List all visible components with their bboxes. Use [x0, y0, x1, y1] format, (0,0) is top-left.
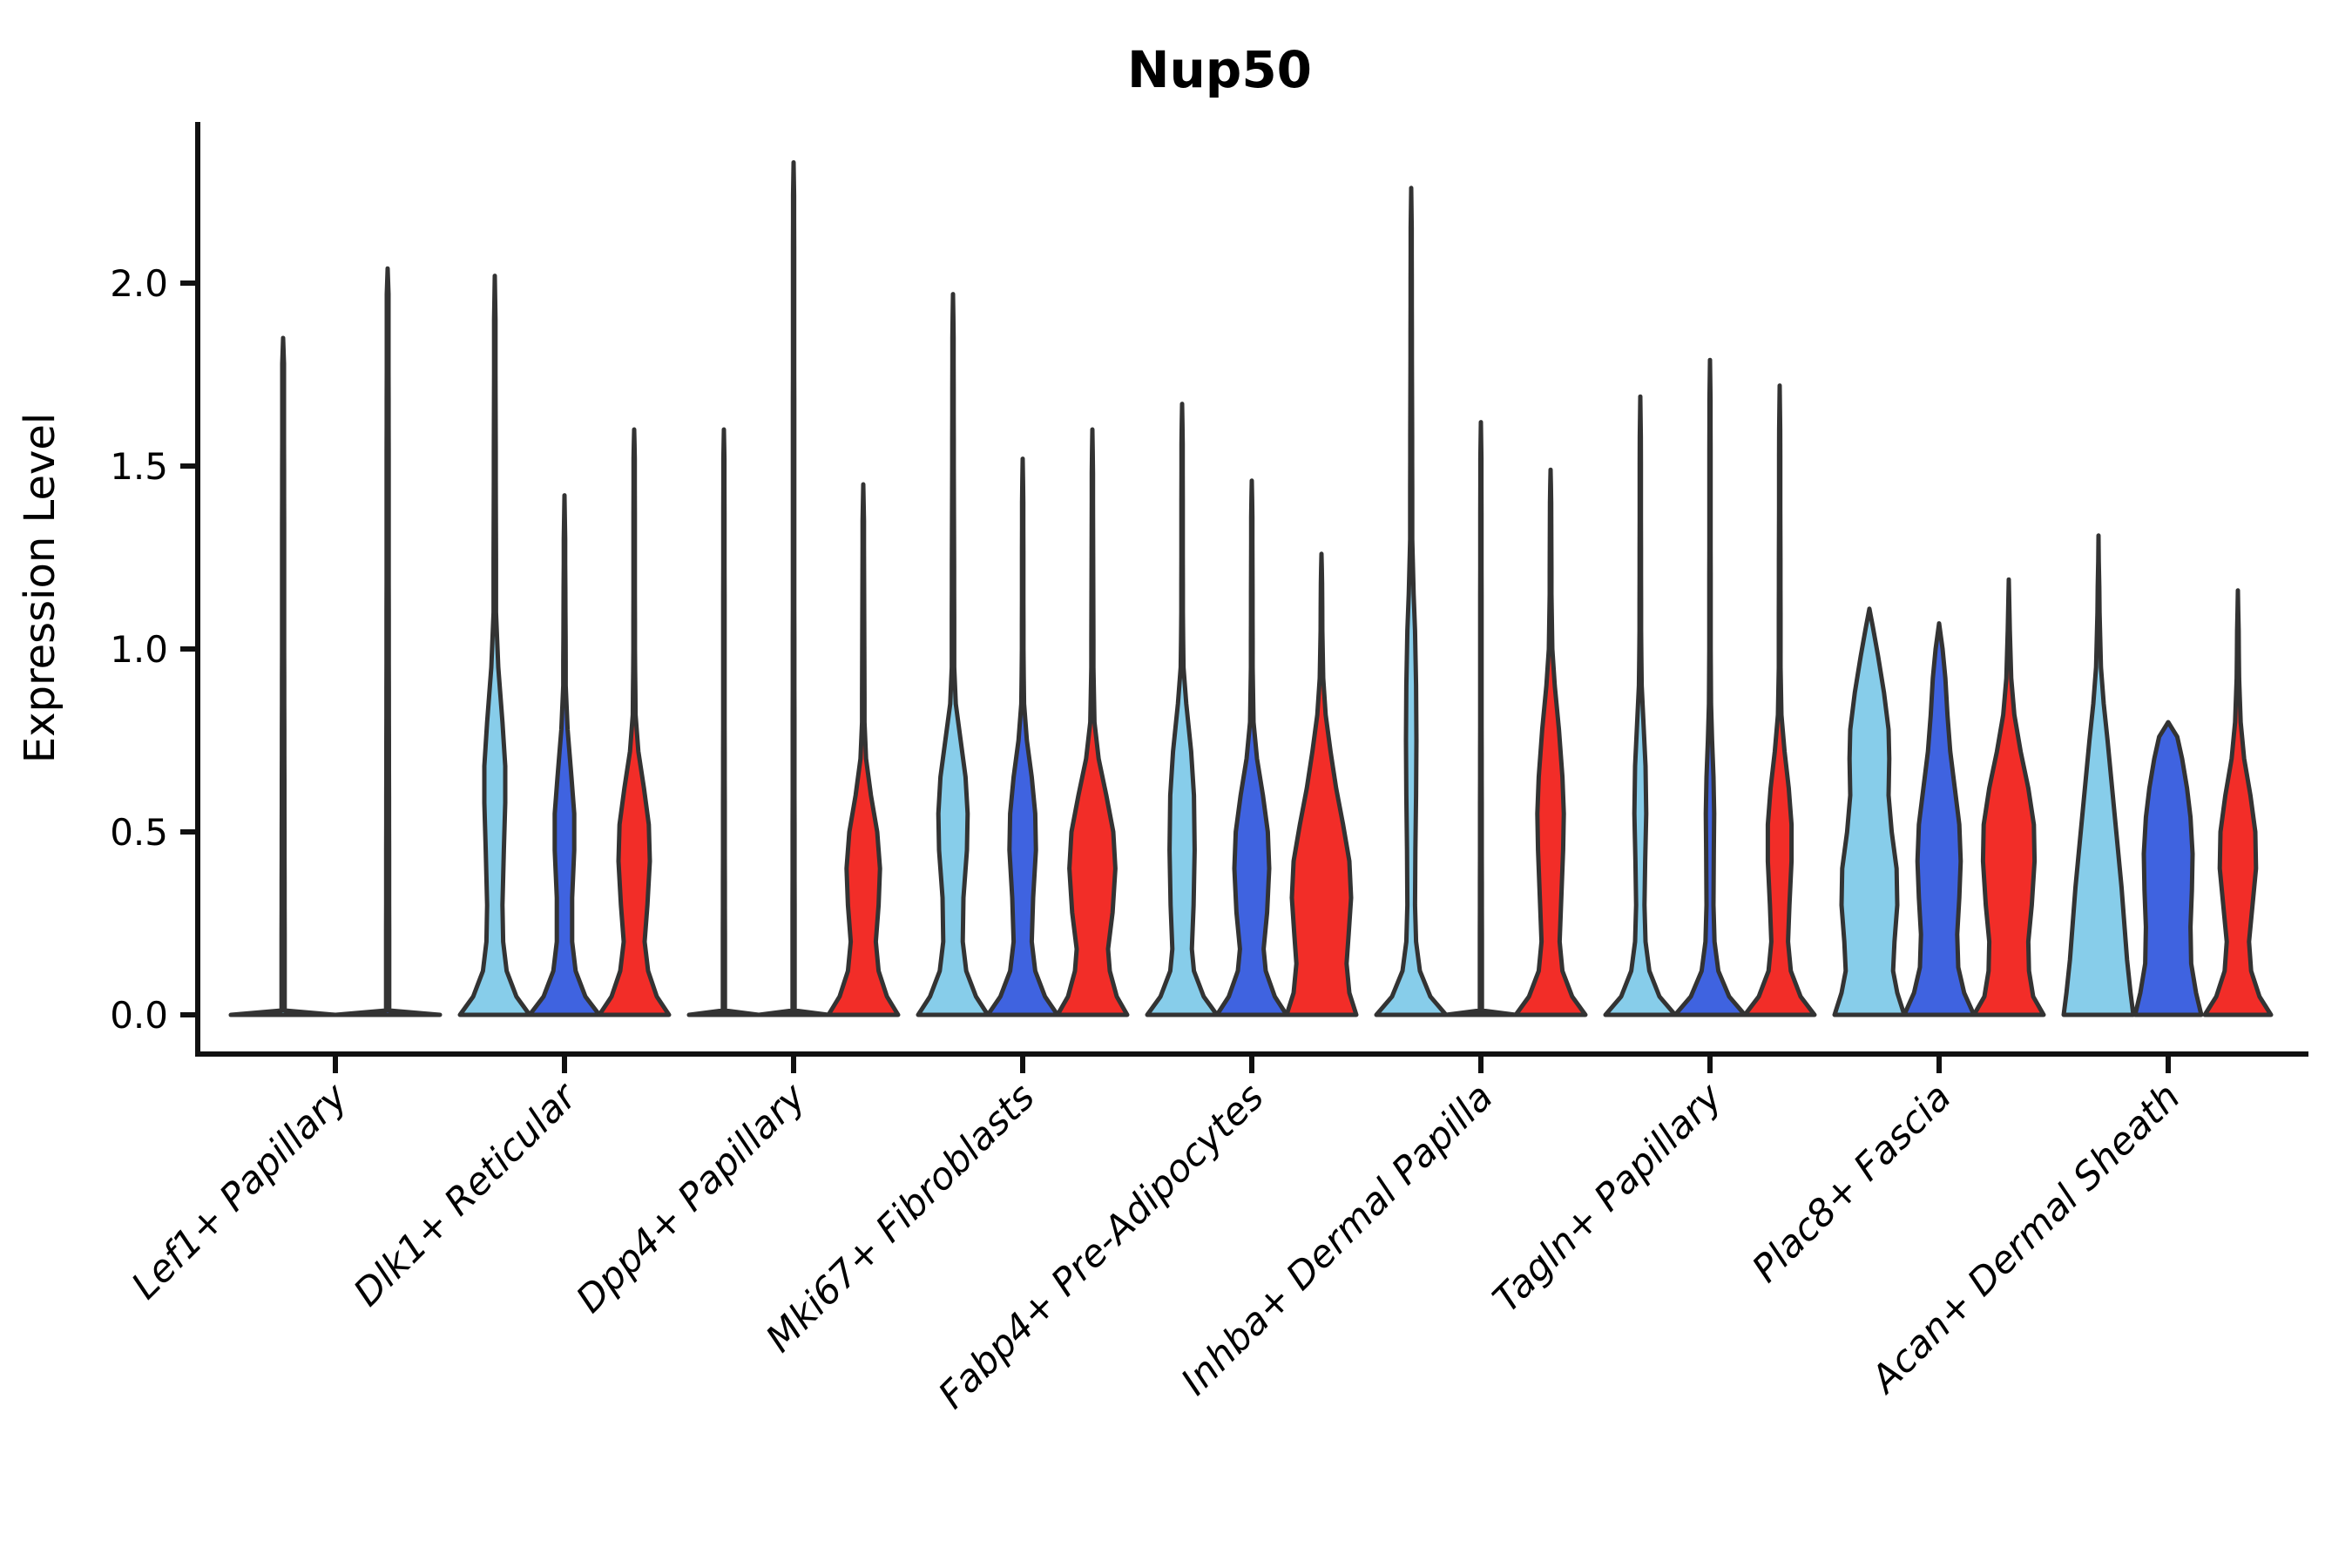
violin-inhba-red: [1513, 467, 1588, 1017]
x-tick-label: Dpp4+ Papillary: [568, 1075, 814, 1321]
violin-fabp4-light_blue: [1145, 402, 1220, 1017]
violins-layer: [228, 159, 2274, 1017]
violin-tagln-dark_blue: [1673, 357, 1747, 1017]
violin-inhba-dark_blue: [1443, 420, 1518, 1017]
violin-mki67-light_blue: [916, 292, 990, 1017]
violin-inhba-light_blue: [1374, 186, 1449, 1017]
x-tick-label: Tagln+ Papillary: [1485, 1075, 1732, 1321]
violin-fabp4-red: [1284, 551, 1359, 1017]
violin-plac8-dark_blue: [1902, 621, 1977, 1017]
violin-mki67-red: [1055, 427, 1130, 1017]
violin-dpp4-dark_blue: [756, 159, 831, 1017]
y-tick-label: 1.5: [110, 445, 168, 488]
violin-tagln-light_blue: [1603, 394, 1678, 1017]
violin-dlk1-light_blue: [457, 274, 532, 1017]
violin-plac8-light_blue: [1832, 606, 1907, 1017]
violin-lef1-light_blue: [228, 335, 338, 1017]
violin-acan-light_blue: [2061, 533, 2136, 1017]
x-tick-label: Dlk1+ Reticular: [346, 1074, 587, 1315]
y-axis-label: Expression Level: [16, 413, 64, 764]
violin-mki67-dark_blue: [985, 456, 1060, 1017]
violin-acan-red: [2202, 588, 2274, 1017]
y-tick-label: 2.0: [110, 262, 168, 305]
x-tick-label: Lef1+ Papillary: [124, 1075, 356, 1308]
violin-dlk1-dark_blue: [527, 493, 602, 1017]
violin-dlk1-red: [597, 427, 672, 1017]
violin-dpp4-red: [826, 482, 901, 1017]
violin-fabp4-dark_blue: [1214, 478, 1289, 1017]
y-tick-label: 0.5: [110, 811, 168, 854]
violin-tagln-red: [1742, 383, 1817, 1017]
violin-plac8-red: [1971, 577, 2046, 1017]
axes-layer: [180, 122, 2308, 1073]
violin-dpp4-light_blue: [686, 427, 761, 1017]
y-tick-label: 1.0: [110, 628, 168, 671]
violin-acan-dark_blue: [2132, 720, 2204, 1017]
x-tick-label: Plac8+ Fascia: [1744, 1075, 1960, 1291]
chart-title: Nup50: [1127, 40, 1312, 99]
y-tick-label: 0.0: [110, 994, 168, 1037]
violin-lef1-dark_blue: [333, 266, 443, 1017]
